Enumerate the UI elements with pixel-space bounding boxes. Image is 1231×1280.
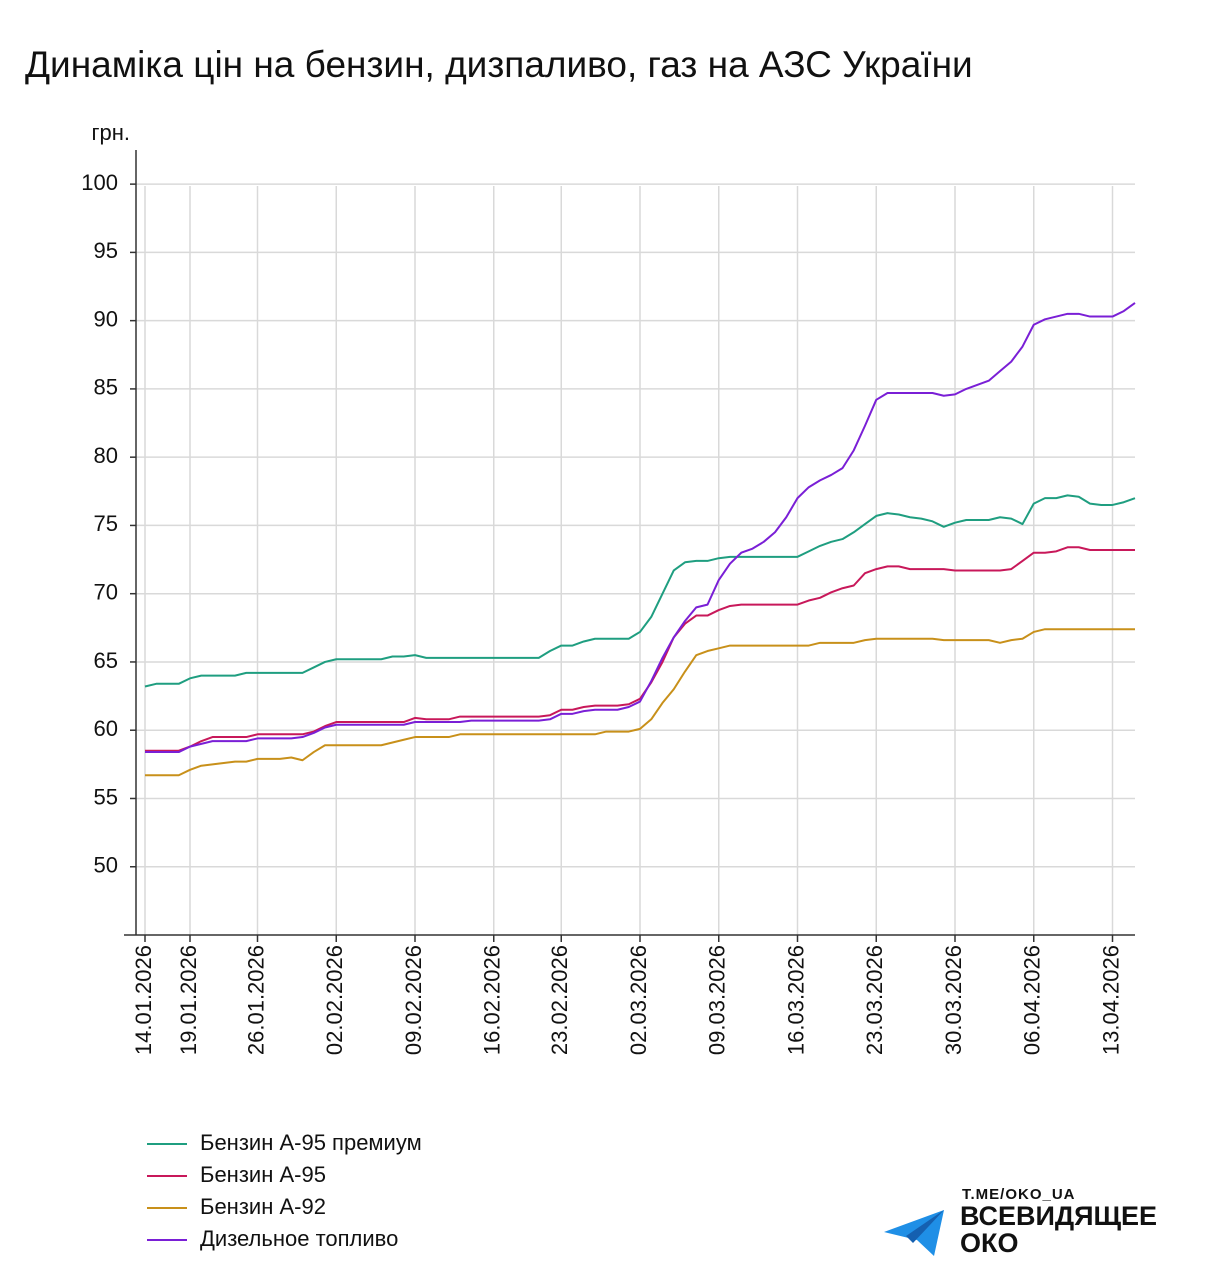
x-tick-label: 16.03.2026 bbox=[783, 945, 808, 1055]
y-tick-label: 95 bbox=[94, 238, 118, 263]
x-tick-label: 02.02.2026 bbox=[322, 945, 347, 1055]
y-tick-label: 85 bbox=[94, 375, 118, 400]
logo: T.ME/OKO_UA ВСЕВИДЯЩЕЕ ОКО bbox=[884, 1186, 1157, 1258]
logo-url: T.ME/OKO_UA bbox=[962, 1186, 1076, 1203]
logo-icon-fold bbox=[906, 1210, 944, 1243]
legend-label: Дизельное топливо bbox=[200, 1226, 398, 1251]
y-unit: грн. bbox=[91, 120, 130, 145]
y-tick-label: 70 bbox=[94, 580, 118, 605]
legend-label: Бензин А-95 bbox=[200, 1162, 326, 1187]
y-tick-label: 65 bbox=[94, 648, 118, 673]
series-line bbox=[145, 546, 1135, 752]
x-tick-label: 30.03.2026 bbox=[941, 945, 966, 1055]
series-line bbox=[145, 628, 1135, 777]
y-tick-label: 55 bbox=[94, 784, 118, 809]
x-tick-label: 16.02.2026 bbox=[480, 945, 505, 1055]
x-tick-label: 23.02.2026 bbox=[547, 945, 572, 1055]
x-tick-label: 19.01.2026 bbox=[176, 945, 201, 1055]
logo-text: ВСЕВИДЯЩЕЕ bbox=[960, 1201, 1157, 1231]
chart-title: Динаміка цін на бензин, дизпаливо, газ н… bbox=[25, 44, 973, 85]
y-tick-label: 75 bbox=[94, 511, 118, 536]
x-tick-label: 23.03.2026 bbox=[862, 945, 887, 1055]
legend-label: Бензин А-92 bbox=[200, 1194, 326, 1219]
x-tick-label: 06.04.2026 bbox=[1020, 945, 1045, 1055]
y-tick-label: 100 bbox=[81, 170, 118, 195]
x-tick-label: 09.03.2026 bbox=[705, 945, 730, 1055]
x-tick-label: 26.01.2026 bbox=[243, 945, 268, 1055]
series-line bbox=[144, 494, 1136, 688]
y-tick-label: 50 bbox=[94, 853, 118, 878]
series-line bbox=[145, 302, 1136, 754]
x-tick-label: 02.03.2026 bbox=[626, 945, 651, 1055]
logo-text: ОКО bbox=[960, 1228, 1018, 1258]
x-tick-label: 13.04.2026 bbox=[1098, 945, 1123, 1055]
x-tick-label: 14.01.2026 bbox=[131, 945, 156, 1055]
y-tick-label: 90 bbox=[94, 306, 118, 331]
y-tick-label: 60 bbox=[94, 716, 118, 741]
legend-label: Бензин А-95 премиум bbox=[200, 1130, 422, 1155]
y-tick-label: 80 bbox=[94, 443, 118, 468]
x-tick-label: 09.02.2026 bbox=[401, 945, 426, 1055]
